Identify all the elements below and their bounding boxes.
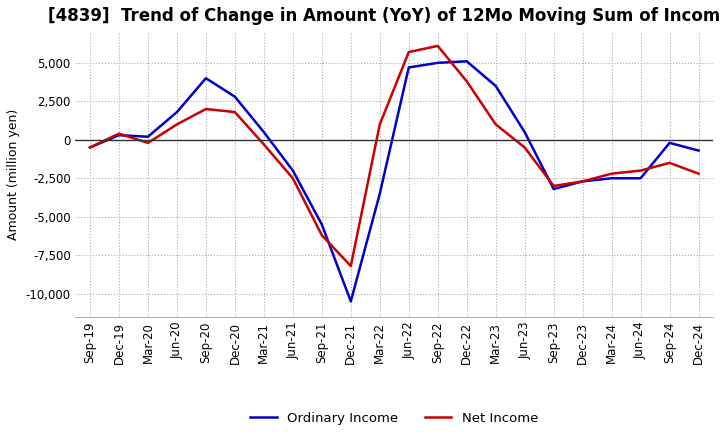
Net Income — [491, 122, 500, 127]
Net Income — [636, 168, 645, 173]
Ordinary Income — [578, 179, 587, 184]
Ordinary Income — [462, 59, 471, 64]
Net Income — [230, 110, 239, 115]
Ordinary Income — [114, 132, 123, 138]
Ordinary Income — [433, 60, 442, 66]
Net Income — [462, 79, 471, 84]
Ordinary Income — [665, 140, 674, 146]
Ordinary Income — [143, 134, 152, 139]
Ordinary Income — [346, 299, 355, 304]
Net Income — [143, 140, 152, 146]
Ordinary Income — [173, 110, 181, 115]
Ordinary Income — [230, 94, 239, 99]
Ordinary Income — [521, 129, 529, 135]
Net Income — [346, 264, 355, 269]
Ordinary Income — [549, 187, 558, 192]
Ordinary Income — [636, 176, 645, 181]
Net Income — [259, 142, 268, 147]
Net Income — [114, 131, 123, 136]
Net Income — [173, 122, 181, 127]
Net Income — [578, 179, 587, 184]
Net Income — [607, 171, 616, 176]
Net Income — [694, 171, 703, 176]
Line: Net Income: Net Income — [90, 46, 698, 266]
Ordinary Income — [202, 76, 210, 81]
Ordinary Income — [405, 65, 413, 70]
Title: [4839]  Trend of Change in Amount (YoY) of 12Mo Moving Sum of Incomes: [4839] Trend of Change in Amount (YoY) o… — [48, 7, 720, 25]
Legend: Ordinary Income, Net Income: Ordinary Income, Net Income — [245, 406, 544, 430]
Net Income — [405, 49, 413, 55]
Net Income — [433, 43, 442, 48]
Line: Ordinary Income: Ordinary Income — [90, 61, 698, 301]
Net Income — [549, 183, 558, 189]
Ordinary Income — [491, 83, 500, 88]
Net Income — [521, 145, 529, 150]
Ordinary Income — [694, 148, 703, 153]
Net Income — [318, 233, 326, 238]
Ordinary Income — [259, 129, 268, 135]
Net Income — [86, 145, 94, 150]
Net Income — [375, 122, 384, 127]
Ordinary Income — [289, 168, 297, 173]
Ordinary Income — [86, 145, 94, 150]
Net Income — [202, 106, 210, 112]
Net Income — [665, 160, 674, 165]
Ordinary Income — [318, 222, 326, 227]
Ordinary Income — [607, 176, 616, 181]
Ordinary Income — [375, 191, 384, 196]
Net Income — [289, 176, 297, 181]
Y-axis label: Amount (million yen): Amount (million yen) — [7, 109, 20, 240]
